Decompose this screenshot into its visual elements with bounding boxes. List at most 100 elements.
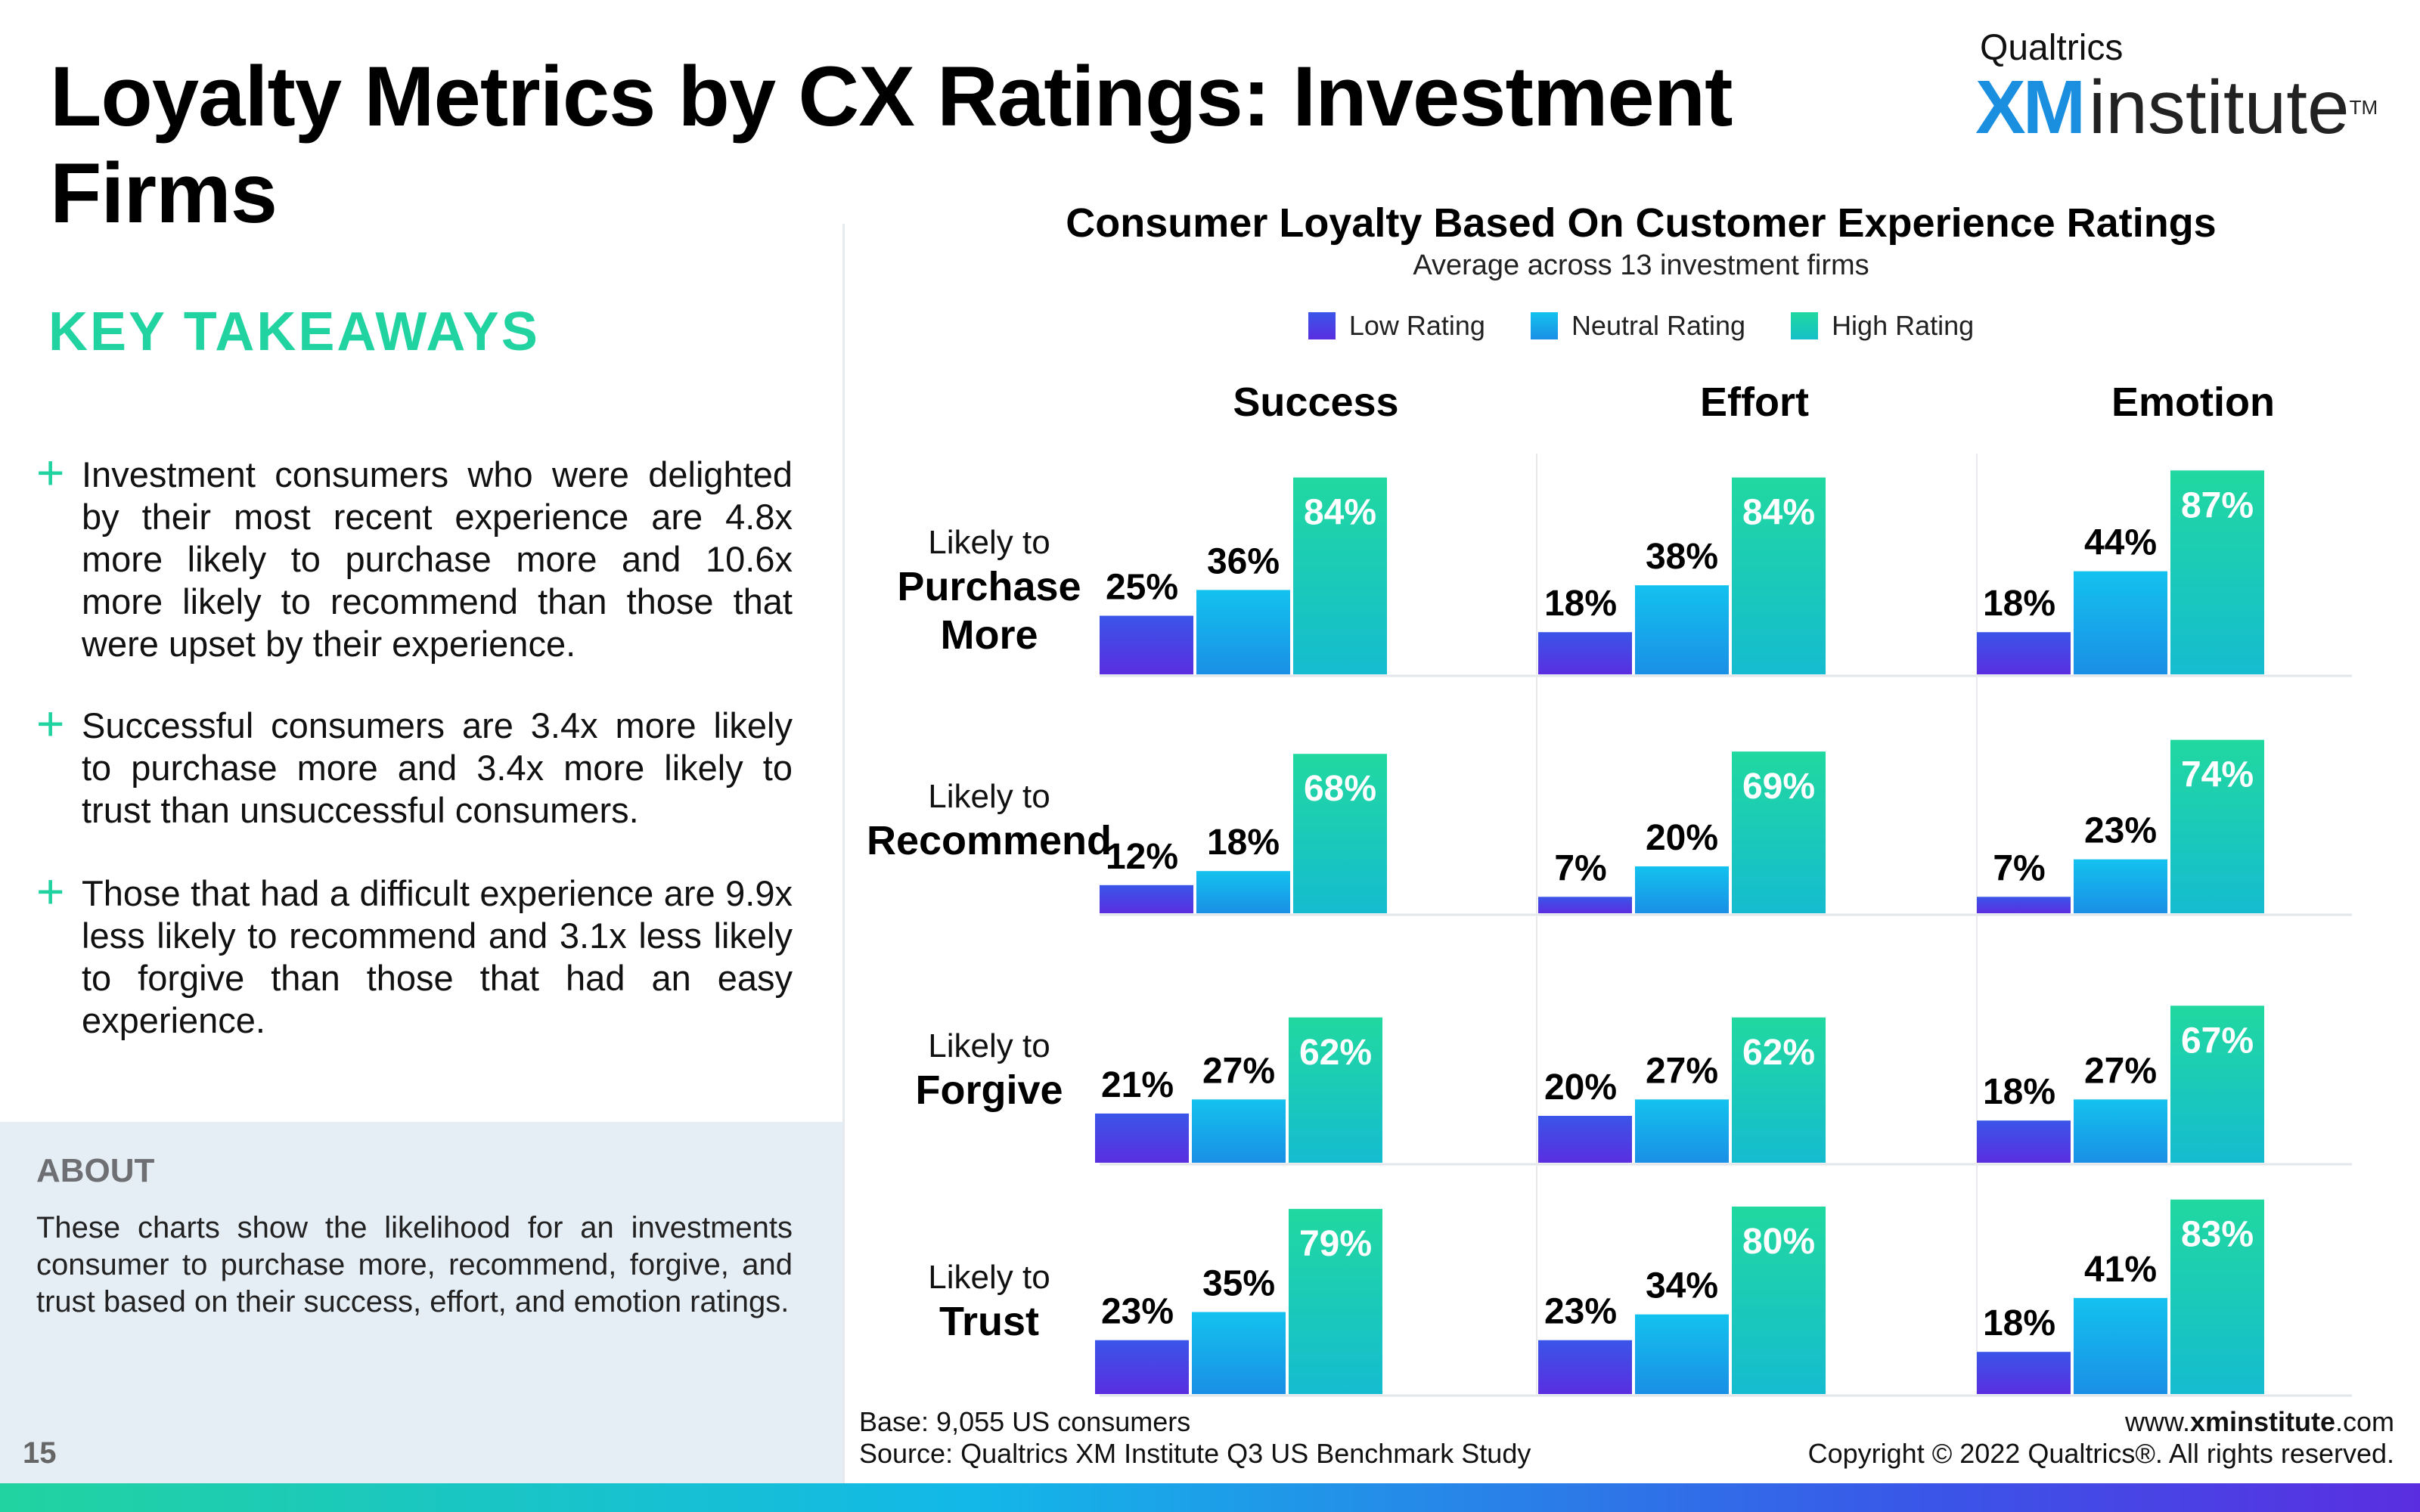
- data-label-high: 84%: [1742, 493, 1815, 533]
- data-label-neutral: 27%: [2084, 1051, 2157, 1091]
- chart-subtitle: Average across 13 investment firms: [1413, 249, 1869, 281]
- takeaway-item: + Those that had a difficult experience …: [36, 864, 793, 1042]
- legend-item-low: Low Rating: [1308, 310, 1485, 342]
- bar-low: [1977, 1120, 2071, 1163]
- data-label-high: 80%: [1742, 1222, 1815, 1262]
- data-label-high: 62%: [1299, 1033, 1372, 1073]
- bar-neutral: [2074, 571, 2167, 674]
- data-label-neutral: 44%: [2084, 523, 2157, 563]
- legend-label-low: Low Rating: [1348, 310, 1485, 341]
- about-heading: ABOUT: [36, 1152, 155, 1189]
- logo-institute: institute: [2089, 65, 2350, 150]
- takeaway-item: + Investment consumers who were delighte…: [36, 445, 793, 665]
- column-header-effort: Effort: [1700, 380, 1809, 425]
- bar-high: [1732, 1017, 1826, 1163]
- legend-item-neutral: Neutral Rating: [1530, 310, 1746, 342]
- data-label-low: 23%: [1544, 1292, 1617, 1332]
- footer-url[interactable]: www.xminstitute.com: [1808, 1406, 2394, 1438]
- row-label: More: [940, 612, 1038, 658]
- footer-url-suffix: .com: [2335, 1406, 2394, 1437]
- footer-right: www.xminstitute.com Copyright © 2022 Qua…: [1808, 1406, 2394, 1470]
- logo-tm: TM: [2349, 96, 2378, 119]
- logo-qualtrics-text: Qualtrics: [1980, 28, 2124, 68]
- bar-low: [1100, 615, 1193, 674]
- data-label-neutral: 35%: [1202, 1264, 1275, 1304]
- chart-legend: Low Rating Neutral Rating High Rating: [862, 310, 2420, 342]
- data-label-low: 18%: [1983, 1072, 2055, 1112]
- footer-copyright: Copyright © 2022 Qualtrics®. All rights …: [1807, 1438, 2394, 1469]
- bar-high: [2170, 1199, 2264, 1394]
- data-label-low: 25%: [1106, 568, 1178, 608]
- bar-low: [1100, 885, 1193, 913]
- bar-low: [1538, 897, 1632, 913]
- data-label-low: 7%: [1993, 848, 2045, 888]
- data-label-high: 79%: [1299, 1224, 1372, 1264]
- data-label-neutral: 27%: [1646, 1051, 1718, 1091]
- bar-high: [2170, 1005, 2264, 1163]
- data-label-low: 12%: [1106, 837, 1178, 877]
- bar-low: [1538, 1116, 1632, 1163]
- bar-neutral: [1196, 871, 1290, 913]
- data-label-low: 20%: [1544, 1067, 1617, 1108]
- takeaway-text: Successful consumers are 3.4x more likel…: [82, 705, 793, 830]
- legend-label-neutral: Neutral Rating: [1571, 310, 1746, 341]
- bar-high: [1293, 754, 1387, 913]
- bar-neutral: [2074, 1297, 2167, 1394]
- page-number: 15: [23, 1436, 57, 1470]
- data-label-low: 21%: [1101, 1065, 1174, 1105]
- row-label: Purchase: [897, 564, 1081, 609]
- bar-neutral: [1635, 866, 1729, 913]
- data-label-high: 83%: [2181, 1215, 2254, 1255]
- bar-neutral: [2074, 859, 2167, 913]
- row-label-prefix: Likely to: [928, 1027, 1050, 1064]
- data-label-high: 84%: [1304, 493, 1376, 533]
- legend-swatch-low: [1308, 312, 1336, 339]
- xm-institute-logo: XMinstituteTM: [1975, 70, 2378, 145]
- data-label-high: 68%: [1304, 769, 1376, 809]
- column-divider: [842, 224, 845, 1488]
- row-label: Recommend: [867, 818, 1112, 863]
- chart-title: Consumer Loyalty Based On Customer Exper…: [1066, 200, 2217, 246]
- bar-low: [1538, 1340, 1632, 1394]
- data-label-low: 18%: [1983, 1303, 2055, 1343]
- page-title: Loyalty Metrics by CX Ratings: Investmen…: [50, 49, 1733, 240]
- data-label-low: 23%: [1101, 1292, 1174, 1332]
- bar-high: [1732, 1207, 1826, 1394]
- footer-gradient-bar: [0, 1483, 2420, 1512]
- about-text: These charts show the likelihood for an …: [36, 1211, 793, 1318]
- bar-neutral: [1635, 1099, 1729, 1163]
- bar-high: [1289, 1209, 1382, 1394]
- plus-icon: +: [36, 696, 65, 751]
- data-label-neutral: 36%: [1207, 541, 1280, 581]
- takeaway-item: + Successful consumers are 3.4x more lik…: [36, 696, 793, 832]
- footer-url-bold: xminstitute: [2189, 1406, 2335, 1437]
- data-label-high: 62%: [1742, 1033, 1815, 1073]
- bar-neutral: [2074, 1099, 2167, 1163]
- bar-high: [1289, 1017, 1382, 1163]
- column-header-success: Success: [1233, 380, 1398, 425]
- row-label-prefix: Likely to: [928, 778, 1050, 815]
- bar-high: [2170, 739, 2264, 913]
- data-label-high: 67%: [2181, 1021, 2254, 1061]
- row-label-prefix: Likely to: [928, 1259, 1050, 1296]
- bar-low: [1977, 897, 2071, 913]
- data-label-high: 74%: [2181, 755, 2254, 795]
- plus-icon: +: [36, 445, 65, 500]
- data-label-neutral: 34%: [1646, 1266, 1718, 1306]
- plus-icon: +: [36, 864, 65, 919]
- about-panel: [0, 1122, 842, 1483]
- bar-neutral: [1196, 590, 1290, 674]
- data-label-neutral: 18%: [1207, 823, 1280, 863]
- footer-left: Base: 9,055 US consumers Source: Qualtri…: [859, 1406, 1531, 1470]
- legend-swatch-high: [1791, 312, 1819, 339]
- data-label-neutral: 23%: [2084, 811, 2157, 851]
- footer-base: Base: 9,055 US consumers: [859, 1406, 1191, 1437]
- data-label-neutral: 38%: [1646, 537, 1718, 577]
- bar-low: [1538, 632, 1632, 674]
- bar-low: [1095, 1340, 1189, 1394]
- takeaway-text: Those that had a difficult experience ar…: [82, 873, 793, 1040]
- legend-label-high: High Rating: [1832, 310, 1975, 341]
- bar-low: [1977, 1352, 2071, 1394]
- logo-xm: XM: [1975, 65, 2086, 150]
